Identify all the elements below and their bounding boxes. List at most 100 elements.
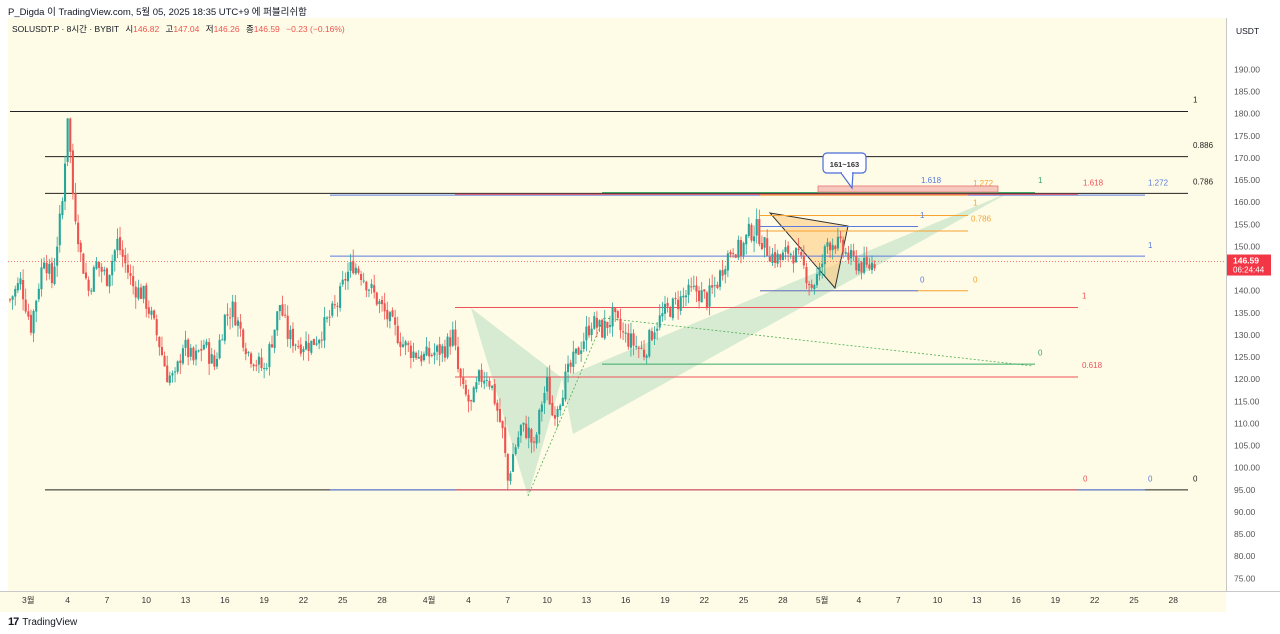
- candle-body: [700, 290, 703, 303]
- candle-body: [509, 473, 512, 482]
- candle-body: [855, 255, 858, 271]
- time-tick: 4월: [423, 595, 436, 605]
- candle-body: [763, 237, 766, 248]
- candle-body: [810, 284, 813, 288]
- price-axis-area[interactable]: [1226, 18, 1280, 591]
- fib-level-label: 1: [920, 211, 925, 220]
- candle-body: [692, 285, 695, 287]
- currency-label[interactable]: USDT: [1236, 26, 1259, 36]
- candle-body: [352, 260, 355, 274]
- candle-body: [181, 348, 184, 364]
- candle-body: [226, 314, 229, 316]
- publish-line: P_Digda 이 TradingView.com, 5월 05, 2025 1…: [8, 7, 307, 18]
- candle-body: [255, 365, 258, 367]
- candle-body: [90, 290, 93, 292]
- legend-open-label: 시: [125, 24, 133, 34]
- candle-body: [682, 295, 685, 298]
- candle-body: [218, 339, 221, 359]
- candle-body: [373, 285, 376, 293]
- candle-body: [831, 244, 834, 251]
- candle-body: [205, 341, 208, 346]
- candle-body: [318, 339, 321, 344]
- candle-body: [637, 347, 640, 349]
- price-tick: 125.00: [1234, 352, 1260, 362]
- candle-body: [420, 355, 423, 362]
- candle-body: [132, 276, 135, 287]
- price-chart[interactable]: 1 0.886 0.786 0 1.618 1.272 1 1.618 1.272 1 1 0.786…: [0, 18, 1280, 612]
- candle-body: [349, 261, 352, 271]
- candle-body: [724, 269, 727, 275]
- candle-body: [71, 150, 74, 195]
- candle-body: [684, 295, 688, 298]
- candle-body: [8, 299, 12, 301]
- time-axis-area[interactable]: [0, 591, 1226, 612]
- candle-body: [307, 342, 310, 352]
- candle-body: [480, 369, 483, 382]
- candle-body: [776, 253, 779, 264]
- tradingview-logo[interactable]: 17 TradingView: [8, 616, 77, 628]
- candle-body: [813, 285, 816, 290]
- candle-body: [464, 384, 467, 395]
- legend-symbol: SOLUSDT.P · 8시간 · BYBIT: [12, 24, 119, 34]
- candle-body: [56, 246, 59, 266]
- time-tick: 4: [466, 595, 471, 605]
- candle-body: [404, 341, 407, 346]
- price-tick: 85.00: [1234, 529, 1256, 539]
- triangle-shape[interactable]: [768, 212, 849, 290]
- candle-body: [491, 385, 494, 388]
- harmonic-pattern[interactable]: [471, 192, 1034, 497]
- price-target-callout[interactable]: 161~163: [817, 152, 999, 193]
- pattern-dotted-xc: [527, 317, 605, 497]
- candles[interactable]: [8, 117, 876, 491]
- candle-body: [436, 345, 439, 352]
- time-tick: 16: [220, 595, 230, 605]
- candle-body: [449, 337, 452, 347]
- candle-body: [22, 280, 25, 300]
- candle-body: [43, 262, 46, 269]
- candle-body: [525, 423, 528, 439]
- candle-body: [860, 262, 863, 273]
- candle-body: [789, 253, 792, 255]
- chart-plot-area[interactable]: [8, 18, 1226, 591]
- candle-body: [742, 242, 745, 256]
- candle-body: [559, 405, 562, 411]
- candle-body: [467, 394, 470, 402]
- candle-body: [163, 355, 166, 367]
- triangle-pattern[interactable]: [768, 212, 849, 290]
- candle-body: [462, 377, 465, 385]
- candle-body: [522, 422, 525, 425]
- candle-body: [231, 301, 234, 318]
- candle-body: [286, 315, 289, 339]
- candle-body: [836, 236, 839, 249]
- time-tick: 4: [857, 595, 862, 605]
- candle-body: [677, 299, 680, 310]
- publish-header: P_Digda 이 TradingView.com, 5월 05, 2025 1…: [0, 0, 1280, 18]
- candle-body: [433, 352, 436, 356]
- pattern-leg-bcd[interactable]: [562, 192, 1010, 434]
- candle-body: [399, 341, 402, 347]
- candle-body: [829, 242, 832, 251]
- candle-body: [698, 290, 701, 302]
- candle-body: [661, 313, 664, 317]
- candle-body: [194, 350, 198, 360]
- fib-level-label: 1.272: [1148, 178, 1169, 187]
- time-tick: 4: [65, 595, 70, 605]
- candle-body: [58, 213, 61, 246]
- fib-level-label: 1.618: [1083, 178, 1104, 187]
- candle-body: [299, 344, 302, 354]
- tradingview-logo-icon: 17: [8, 616, 19, 628]
- price-tick: 105.00: [1234, 441, 1260, 451]
- fib-level-label: 1: [1038, 176, 1043, 185]
- candle-body: [608, 325, 612, 327]
- candle-body: [124, 255, 127, 264]
- fib-level-label: 1.618: [921, 176, 942, 185]
- candle-body: [514, 447, 517, 455]
- candle-body: [739, 240, 743, 256]
- fib-level-label: 0: [1148, 474, 1153, 483]
- candle-body: [339, 286, 342, 308]
- candle-body: [32, 310, 35, 334]
- candle-body: [378, 301, 381, 305]
- candle-body: [242, 329, 245, 348]
- pattern-leg-xab[interactable]: [471, 308, 562, 496]
- candle-body: [779, 254, 782, 260]
